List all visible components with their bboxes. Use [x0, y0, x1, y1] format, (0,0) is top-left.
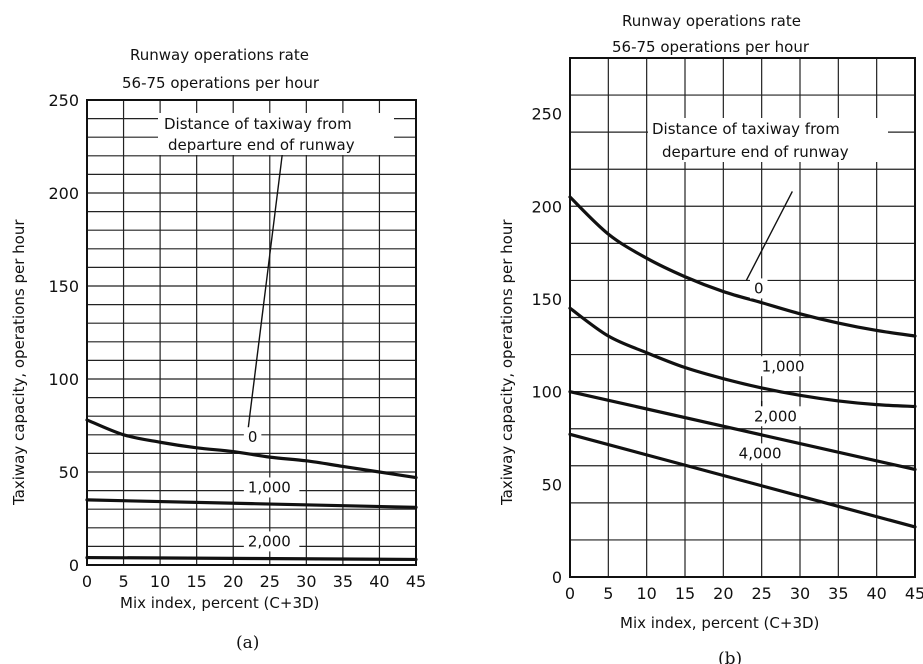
x-tick-label: 45 [905, 584, 923, 603]
y-axis-label: Taxiway capacity, operations per hour [498, 219, 516, 506]
x-tick-label: 20 [713, 584, 733, 603]
x-tick-label: 10 [636, 584, 656, 603]
series-line-1-000 [568, 306, 917, 409]
series-line-2-000 [568, 390, 917, 472]
series-line-1-000 [85, 498, 418, 509]
series-label-4-000: 4,000 [739, 444, 782, 462]
x-tick-label: 10 [150, 572, 170, 591]
annotation-line-1: Distance of taxiway from [652, 120, 840, 138]
annotation-line-2: departure end of runway [168, 136, 355, 154]
series-label-background [243, 531, 300, 552]
series-curves [85, 418, 418, 562]
y-tick-label: 150 [531, 290, 562, 309]
x-tick-label: 15 [675, 584, 695, 603]
x-tick-label: 35 [828, 584, 848, 603]
series-label-background [757, 356, 814, 377]
x-tick-label: 5 [118, 572, 128, 591]
y-tick-labels: 0 50 100 150 200 250 [531, 105, 562, 587]
y-tick-label: 200 [531, 197, 562, 216]
x-tick-label: 0 [565, 584, 575, 603]
series-labels: 0 1,000 2,000 [243, 427, 300, 552]
y-tick-label: 100 [531, 383, 562, 402]
series-line-2-000 [85, 555, 418, 562]
y-tick-label: 0 [552, 568, 562, 587]
x-tick-label: 0 [82, 572, 92, 591]
x-tick-label: 45 [406, 572, 426, 591]
series-label-background [750, 278, 768, 299]
x-tick-label: 25 [260, 572, 280, 591]
plot-frame [86, 99, 417, 566]
series-label-background [243, 477, 300, 498]
annotation-background [158, 113, 394, 155]
x-tick-label: 20 [223, 572, 243, 591]
x-tick-label: 25 [751, 584, 771, 603]
chart-title-line-2: 56-75 operations per hour [612, 38, 810, 56]
panel-caption: (b) [718, 649, 742, 664]
annotation-background [648, 118, 888, 162]
series-line-0 [85, 418, 418, 480]
x-tick-labels: 0 5 10 15 20 25 30 35 40 45 [565, 584, 923, 603]
series-label-2-000: 2,000 [248, 532, 291, 550]
plot-frame [569, 57, 916, 578]
annotation-line-1: Distance of taxiway from [164, 115, 352, 133]
chart-title-line-1: Runway operations rate [622, 12, 801, 30]
x-tick-label: 5 [603, 584, 613, 603]
y-tick-label: 50 [542, 475, 562, 494]
chart-panel-a: Runway operations rate 56-75 operations … [10, 46, 426, 653]
x-tick-label: 35 [333, 572, 353, 591]
x-tick-label: 30 [296, 572, 316, 591]
x-tick-label: 40 [866, 584, 886, 603]
series-label-background [750, 406, 806, 427]
x-axis-label: Mix index, percent (C+3D) [620, 614, 819, 632]
x-axis-label: Mix index, percent (C+3D) [120, 594, 319, 612]
y-tick-label: 200 [48, 184, 79, 203]
y-tick-label: 250 [531, 105, 562, 124]
leader-line-0 [247, 137, 286, 432]
series-label-0: 0 [754, 279, 764, 297]
series-line-0 [568, 195, 917, 338]
label-leader-lines [247, 137, 286, 432]
leader-line-0 [745, 191, 793, 281]
y-tick-label: 150 [48, 277, 79, 296]
series-label-2-000: 2,000 [754, 407, 797, 425]
series-label-1-000: 1,000 [762, 357, 805, 375]
panel-caption: (a) [236, 633, 259, 653]
series-label-background [243, 427, 262, 448]
series-curves [568, 195, 917, 529]
series-label-1-000: 1,000 [248, 478, 291, 496]
x-tick-labels: 0 5 10 15 20 25 30 35 40 45 [82, 572, 426, 591]
chart-title-line-1: Runway operations rate [130, 46, 309, 64]
y-tick-label: 0 [69, 556, 79, 575]
series-label-background [734, 443, 791, 464]
y-tick-label: 50 [59, 463, 79, 482]
y-tick-label: 250 [48, 91, 79, 110]
label-leader-lines [745, 191, 793, 407]
x-tick-label: 40 [369, 572, 389, 591]
x-tick-label: 30 [790, 584, 810, 603]
series-line-4-000 [568, 432, 917, 529]
y-tick-label: 100 [48, 370, 79, 389]
x-tick-label: 15 [186, 572, 206, 591]
series-label-0: 0 [248, 428, 258, 446]
chart-title-line-2: 56-75 operations per hour [122, 74, 320, 92]
chart-panel-b: Runway operations rate 56-75 operations … [498, 12, 923, 664]
series-labels: 0 1,000 2,000 4,000 [734, 278, 814, 464]
annotation-line-2: departure end of runway [662, 143, 849, 161]
y-axis-label: Taxiway capacity, operations per hour [10, 219, 28, 506]
y-tick-labels: 0 50 100 150 200 250 [48, 91, 79, 575]
